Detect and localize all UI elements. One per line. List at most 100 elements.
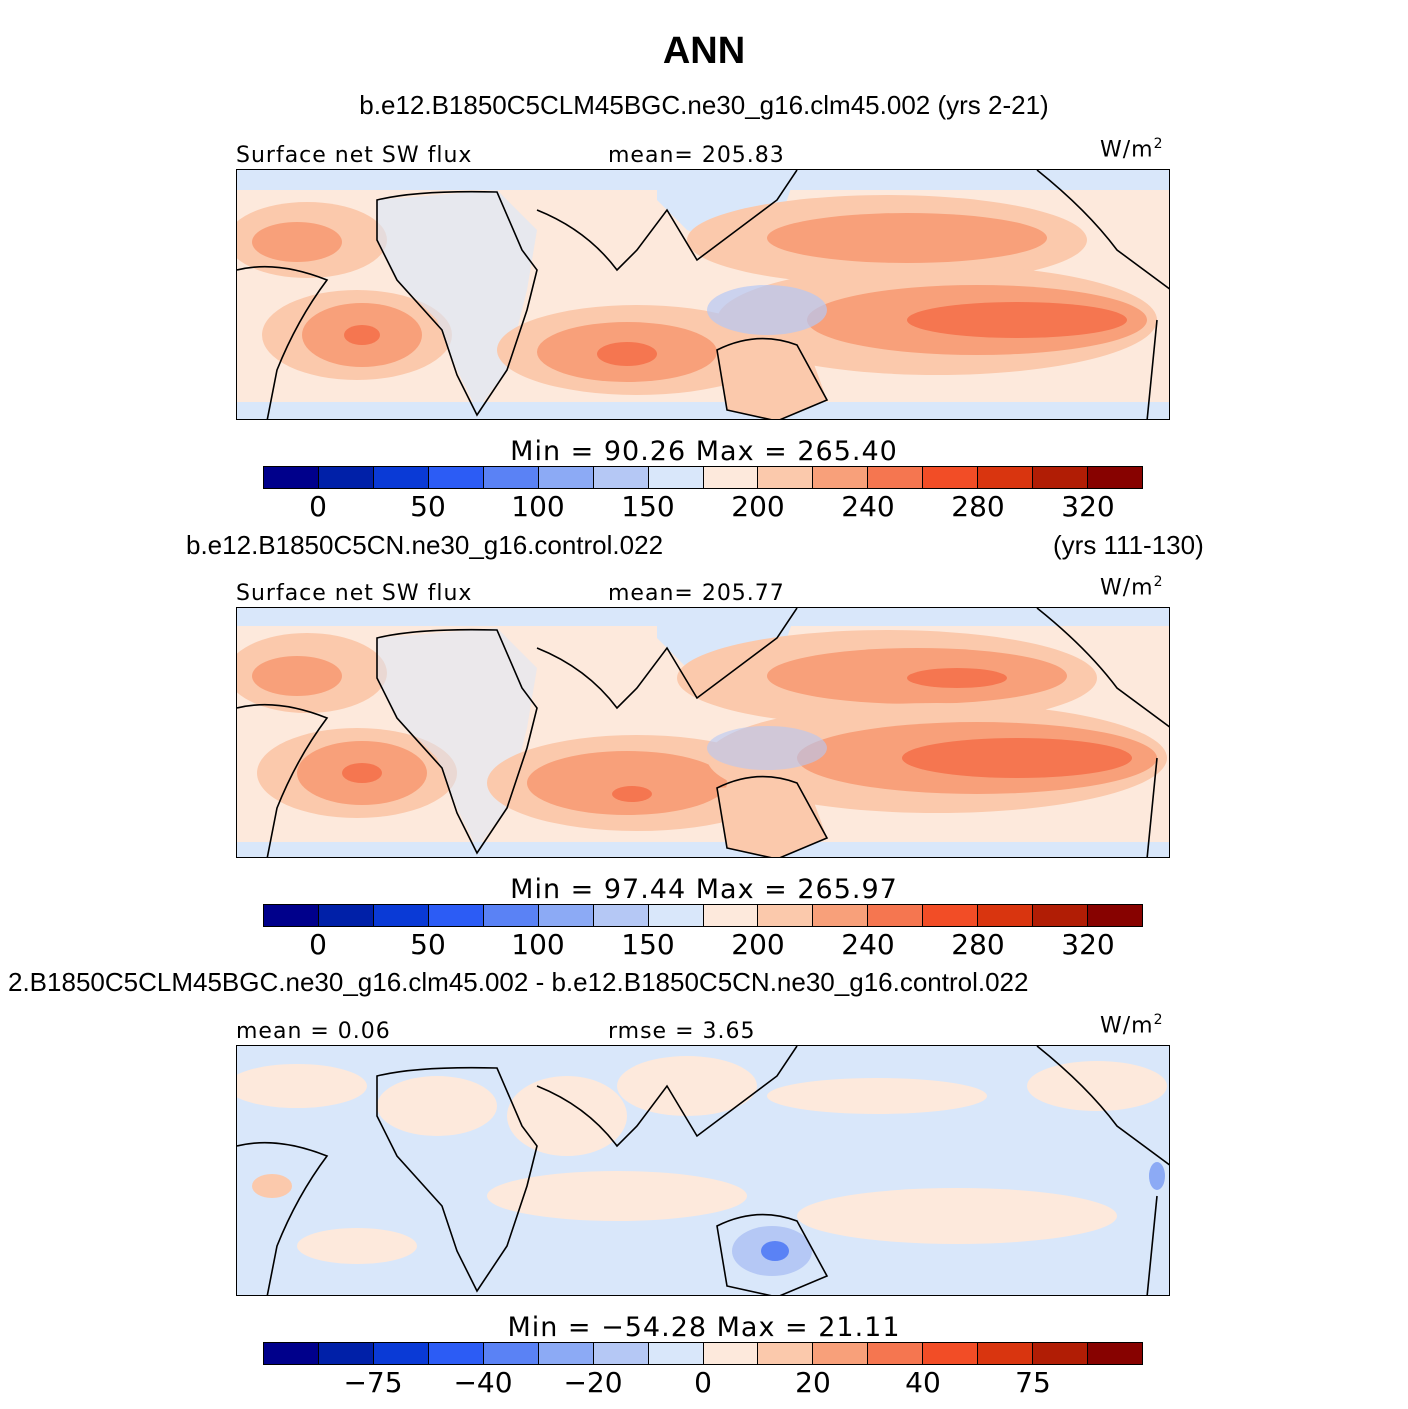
colorbar-tick-label: 40 bbox=[905, 1366, 941, 1399]
coastlines bbox=[237, 1046, 1169, 1295]
australia-coastline bbox=[716, 1213, 829, 1295]
panel-1-contour-field bbox=[237, 170, 1169, 419]
colorbar-swatch bbox=[758, 905, 814, 926]
positive-patch-strong bbox=[252, 1174, 292, 1198]
positive-patch bbox=[237, 1064, 367, 1108]
colorbar-swatch bbox=[868, 1343, 924, 1364]
colorbar-swatch bbox=[264, 467, 319, 488]
colorbar-swatch bbox=[703, 905, 759, 926]
colorbar-swatch bbox=[318, 1343, 374, 1364]
colorbar-swatch bbox=[813, 1343, 869, 1364]
colorbar-swatch bbox=[483, 1343, 539, 1364]
colorbar-swatch bbox=[758, 467, 814, 488]
panel-2-mean-label: mean= 205.77 bbox=[608, 581, 785, 606]
colorbar-swatch bbox=[428, 467, 484, 488]
panel-2-min-max: Min = 97.44 Max = 265.97 bbox=[510, 874, 898, 905]
colorbar-swatch bbox=[1088, 905, 1142, 926]
panel-1-colorbar bbox=[263, 466, 1143, 489]
panel-1-mean-label: mean= 205.83 bbox=[608, 143, 785, 168]
colorbar-swatch bbox=[703, 1343, 759, 1364]
north-atlantic-contour-inner bbox=[252, 656, 342, 696]
south-america-coastline bbox=[237, 1141, 329, 1295]
positive-patch bbox=[507, 1076, 627, 1156]
australia-coastline bbox=[716, 337, 829, 419]
colorbar-swatch bbox=[1088, 467, 1142, 488]
colorbar-swatch bbox=[593, 467, 649, 488]
north-pacific-contour-core bbox=[907, 668, 1007, 688]
colorbar-swatch bbox=[923, 1343, 979, 1364]
south-america-west-coastline bbox=[1146, 319, 1158, 419]
asia-coastline bbox=[536, 608, 798, 710]
colorbar-swatch bbox=[318, 905, 374, 926]
units-superscript: 2 bbox=[1153, 1012, 1164, 1028]
colorbar-tick-label: 320 bbox=[1061, 490, 1115, 523]
panel-3-mean-label: mean = 0.06 bbox=[236, 1019, 391, 1044]
colorbar-swatch bbox=[428, 905, 484, 926]
colorbar-swatch bbox=[648, 905, 704, 926]
panel-3-colorbar bbox=[263, 1342, 1143, 1365]
colorbar-tick-label: −20 bbox=[563, 1366, 623, 1399]
panel-3-map bbox=[236, 1045, 1170, 1296]
colorbar-swatch bbox=[923, 905, 979, 926]
positive-patch bbox=[797, 1188, 1117, 1244]
positive-patch bbox=[297, 1228, 417, 1264]
coastlines bbox=[237, 608, 1169, 857]
panel-2-case-years: (yrs 111-130) bbox=[1053, 530, 1204, 560]
colorbar-tick-label: 320 bbox=[1061, 928, 1115, 961]
colorbar-tick-label: −75 bbox=[343, 1366, 403, 1399]
colorbar-tick-label: 0 bbox=[309, 490, 327, 523]
negative-patch-strong bbox=[761, 1241, 789, 1261]
colorbar-swatch bbox=[813, 905, 869, 926]
africa-coastline bbox=[376, 1066, 538, 1293]
south-atlantic-contour-core bbox=[344, 325, 380, 345]
colorbar-swatch bbox=[1033, 905, 1089, 926]
australia-region bbox=[717, 345, 827, 419]
colorbar-swatch bbox=[593, 905, 649, 926]
south-america-west-coastline bbox=[1146, 757, 1158, 857]
panel-1-map bbox=[236, 169, 1170, 420]
negative-patch bbox=[1149, 1162, 1165, 1190]
panel-1-case-title: b.e12.B1850C5CLM45BGC.ne30_g16.clm45.002… bbox=[359, 90, 1049, 120]
coastlines bbox=[237, 170, 1169, 419]
colorbar-tick-label: 100 bbox=[511, 490, 565, 523]
panel-2-colorbar bbox=[263, 904, 1143, 927]
australia-coastline bbox=[716, 775, 829, 857]
colorbar-swatch bbox=[264, 905, 319, 926]
colorbar-tick-label: 150 bbox=[621, 490, 675, 523]
africa-region bbox=[377, 190, 537, 410]
positive-patch bbox=[377, 1076, 497, 1136]
colorbar-swatch bbox=[1033, 467, 1089, 488]
africa-coastline bbox=[376, 190, 538, 417]
page-title: ANN bbox=[662, 30, 746, 72]
colorbar-swatch bbox=[868, 467, 924, 488]
colorbar-swatch bbox=[483, 467, 539, 488]
panel-3-contour-field bbox=[237, 1046, 1169, 1295]
colorbar-swatch bbox=[813, 467, 869, 488]
north-america-coastline bbox=[1036, 1046, 1169, 1166]
colorbar-tick-label: 280 bbox=[951, 490, 1005, 523]
colorbar-tick-label: 240 bbox=[841, 928, 895, 961]
colorbar-swatch bbox=[923, 467, 979, 488]
colorbar-swatch bbox=[373, 905, 429, 926]
indian-ocean-contour-mid bbox=[527, 751, 727, 815]
colorbar-swatch bbox=[978, 1343, 1034, 1364]
south-america-coastline bbox=[237, 703, 329, 857]
panel-2-contour-field bbox=[237, 608, 1169, 857]
panel-2-case-title: b.e12.B1850C5CN.ne30_g16.control.022 bbox=[186, 530, 664, 560]
indian-ocean-contour-core bbox=[597, 342, 657, 366]
colorbar-tick-label: 100 bbox=[511, 928, 565, 961]
panel-1-min-max: Min = 90.26 Max = 265.40 bbox=[510, 436, 898, 467]
colorbar-tick-label: 240 bbox=[841, 490, 895, 523]
colorbar-swatch bbox=[483, 905, 539, 926]
colorbar-tick-label: 200 bbox=[731, 490, 785, 523]
colorbar-tick-label: 0 bbox=[694, 1366, 712, 1399]
panel-1-units: W/m2 bbox=[1100, 136, 1164, 162]
south-america-coastline bbox=[237, 265, 329, 419]
south-pacific-contour-core bbox=[902, 738, 1132, 778]
colorbar-swatch bbox=[538, 467, 594, 488]
units-text: W/m bbox=[1100, 575, 1154, 601]
colorbar-tick-label: 75 bbox=[1015, 1366, 1051, 1399]
south-pacific-contour-core bbox=[907, 302, 1127, 338]
panel-1-variable-label: Surface net SW flux bbox=[236, 143, 473, 168]
colorbar-tick-label: 50 bbox=[410, 490, 446, 523]
